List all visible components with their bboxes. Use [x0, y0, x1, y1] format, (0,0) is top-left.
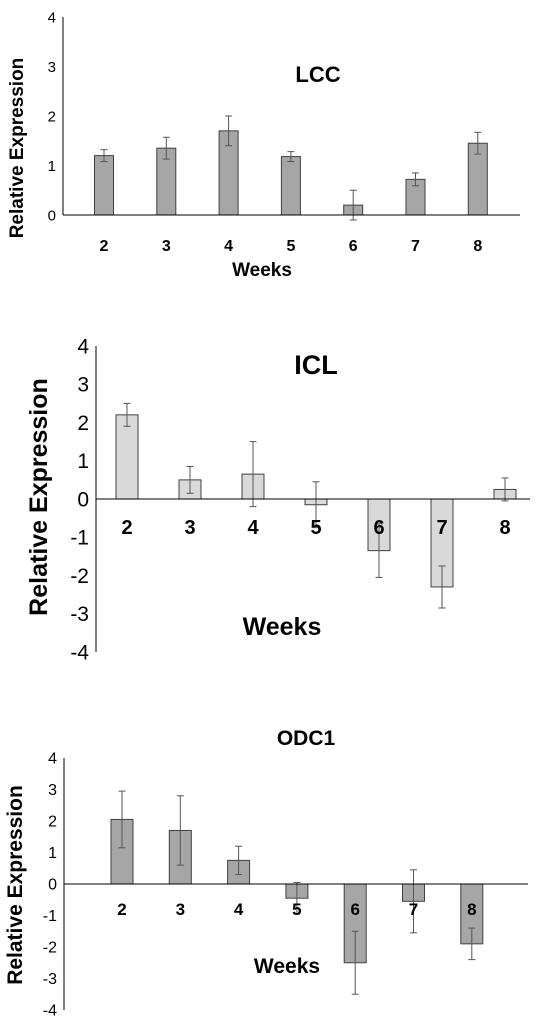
lcc-error-bar	[225, 115, 233, 147]
lcc-y-axis-label: Relative Expression	[7, 58, 28, 239]
odc1-x-tick-label: 8	[467, 900, 476, 919]
icl-error-bar	[375, 523, 383, 578]
lcc-y-tick-label: 2	[48, 108, 56, 125]
odc1-y-tick-label: -3	[43, 971, 57, 988]
odc1-error-bar	[468, 927, 476, 961]
lcc-y-tick-label: 1	[48, 158, 56, 175]
icl-y-tick-label: -3	[70, 603, 89, 626]
icl-y-axis-label: Relative Expression	[25, 378, 53, 616]
odc1-y-tick-label: -1	[43, 908, 57, 925]
odc1-x-tick-label: 5	[292, 900, 301, 919]
odc1-chart: ODC1 Weeks Relative Expression 4 3 2 1 0 -1 -2…	[4, 727, 528, 1020]
icl-error-bar	[249, 441, 257, 508]
icl-y-tick-label: -2	[70, 565, 89, 588]
icl-error-bar	[186, 465, 194, 494]
lcc-y-tick-label: 3	[48, 59, 56, 76]
icl-x-tick-label: 8	[499, 517, 510, 539]
lcc-x-tick-label: 4	[224, 238, 233, 255]
icl-x-tick-label: 2	[121, 517, 132, 539]
icl-y-tick-label: -1	[70, 527, 89, 550]
odc1-x-tick-label: 6	[350, 900, 359, 919]
lcc-x-tick-label: 7	[411, 238, 420, 255]
icl-chart-title: ICL	[294, 350, 338, 380]
odc1-y-tick-label: 3	[48, 782, 57, 799]
icl-error-bar	[438, 565, 446, 609]
odc1-chart-title: ODC1	[277, 727, 336, 750]
lcc-error-bar	[474, 131, 482, 155]
odc1-error-bar	[118, 790, 126, 849]
lcc-x-tick-label: 6	[349, 238, 358, 255]
odc1-x-tick-label: 4	[234, 900, 244, 919]
lcc-chart: LCC Weeks Relative Expression 0 1 2 3 4 2 3 4 5 6…	[7, 9, 520, 281]
odc1-error-bar	[176, 795, 184, 866]
odc1-error-bar	[410, 869, 417, 934]
icl-y-tick-label: -4	[70, 641, 89, 664]
icl-y-tick-label: 1	[77, 450, 89, 473]
icl-bar	[115, 414, 139, 500]
icl-y-tick-label: 3	[77, 374, 89, 397]
odc1-x-tick-label: 7	[409, 900, 418, 919]
lcc-x-tick-label: 2	[100, 238, 109, 255]
lcc-error-bar	[412, 172, 419, 187]
odc1-x-axis-label: Weeks	[254, 955, 320, 978]
lcc-bar	[280, 156, 301, 216]
lcc-error-bar	[100, 149, 108, 163]
lcc-x-tick-label: 3	[162, 238, 171, 255]
icl-error-bar	[501, 477, 509, 502]
odc1-y-tick-label: 4	[48, 751, 57, 768]
odc1-y-axis-label: Relative Expression	[4, 785, 27, 985]
odc1-y-tick-label: 0	[48, 877, 57, 894]
odc1-x-tick-label: 3	[176, 900, 185, 919]
icl-x-axis-label: Weeks	[243, 613, 322, 641]
icl-chart: ICL Weeks Relative Expression 4 3 2 1 0 -1 -2 -…	[25, 335, 530, 664]
icl-y-tick-label: 2	[77, 412, 89, 435]
icl-error-bar	[312, 481, 320, 529]
lcc-bar	[94, 155, 114, 216]
icl-x-tick-label: 7	[436, 517, 447, 539]
odc1-y-tick-label: -4	[43, 1003, 57, 1020]
icl-x-tick-label: 5	[310, 517, 321, 539]
icl-y-tick-label: 4	[77, 335, 89, 358]
lcc-x-tick-label: 8	[473, 238, 482, 255]
odc1-error-bar	[351, 930, 359, 995]
odc1-error-bar	[235, 845, 243, 876]
icl-error-bar	[123, 402, 131, 427]
icl-x-tick-label: 6	[373, 517, 384, 539]
icl-x-tick-label: 3	[184, 517, 195, 539]
odc1-error-bar	[293, 881, 301, 915]
lcc-x-tick-label: 5	[286, 238, 295, 255]
odc1-y-tick-label: -2	[43, 940, 57, 957]
lcc-error-bar	[287, 151, 295, 163]
lcc-error-bar	[162, 136, 170, 160]
lcc-chart-title: LCC	[295, 62, 340, 87]
lcc-y-tick-label: 0	[48, 207, 56, 224]
icl-x-tick-label: 4	[247, 517, 259, 539]
lcc-y-tick-label: 4	[48, 9, 56, 26]
odc1-y-tick-label: 2	[48, 814, 57, 831]
icl-y-tick-label: 0	[77, 488, 89, 511]
odc1-x-tick-label: 2	[117, 900, 126, 919]
lcc-x-axis-label: Weeks	[232, 260, 292, 281]
odc1-y-tick-label: 1	[48, 845, 57, 862]
